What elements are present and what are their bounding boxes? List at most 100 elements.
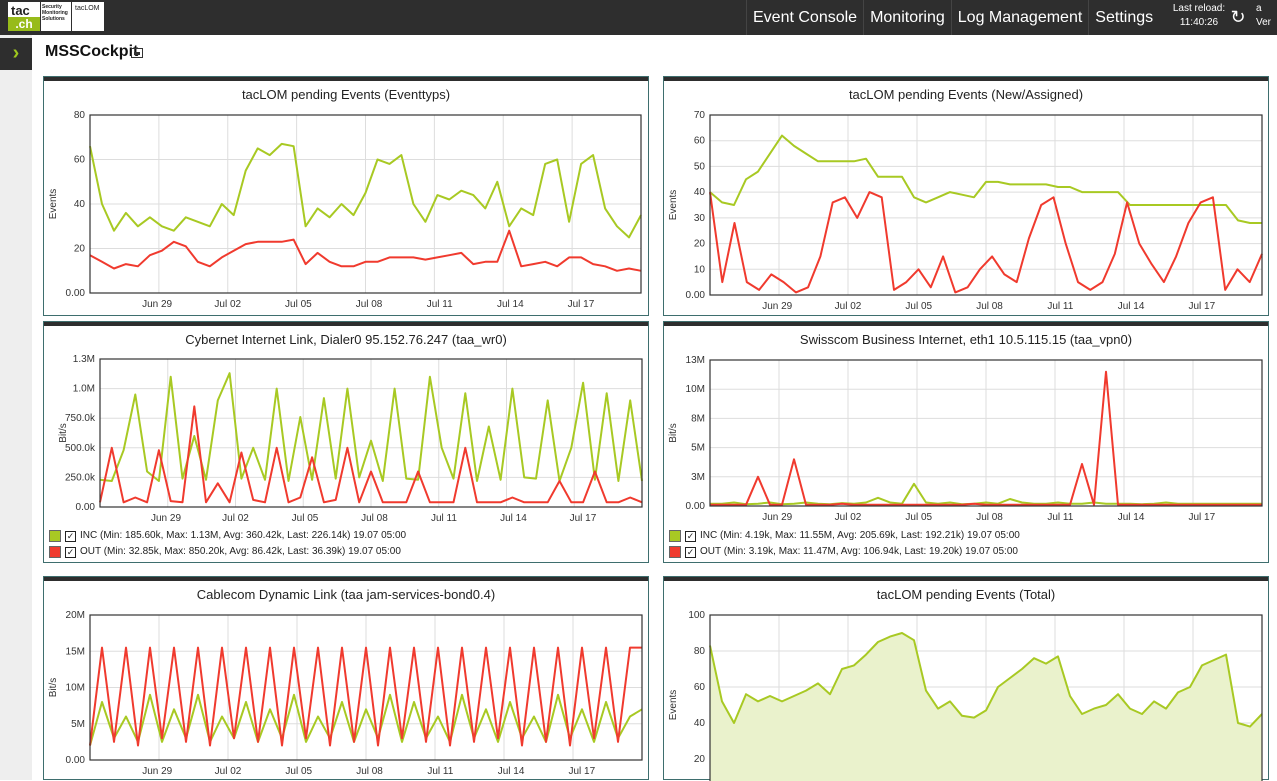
y-tick-label: 0.00 (686, 501, 706, 512)
legend-item-inc[interactable]: ✓ INC (Min: 4.19k, Max: 11.55M, Avg: 205… (669, 528, 1020, 544)
y-tick-label: 60 (694, 682, 706, 693)
sidebar-toggle-chevron-icon[interactable]: › (0, 38, 32, 70)
y-tick-label: 100 (688, 610, 705, 621)
legend-checkbox-out[interactable]: ✓ (685, 546, 696, 558)
last-reload-time: 11:40:26 (1179, 17, 1219, 28)
y-tick-label: 60 (74, 155, 86, 166)
panel-header-bar (44, 322, 648, 326)
x-tick-label: Jul 08 (356, 766, 383, 777)
x-tick-label: Jul 17 (1189, 301, 1216, 312)
last-reload-label: Last reload: (1172, 3, 1226, 14)
legend-checkbox-inc[interactable]: ✓ (685, 530, 696, 542)
x-tick-label: Jul 08 (976, 512, 1003, 523)
x-tick-label: Jun 29 (762, 301, 792, 312)
nav-log-management[interactable]: Log Management (950, 0, 1089, 35)
y-tick-label: 20 (694, 754, 706, 765)
y-tick-label: 20 (74, 244, 86, 255)
tac-logo[interactable]: tac .ch (8, 2, 40, 31)
x-tick-label: Jul 02 (835, 512, 862, 523)
plot-area-border (709, 114, 1263, 296)
chart-cybernet: 0.00 250.0k 500.0k 750.0k 1.0M 1.3M Jun 29 Jul … (58, 354, 643, 524)
x-tick-label: Jul 08 (976, 301, 1003, 312)
legend-item-inc[interactable]: ✓ INC (Min: 185.60k, Max: 1.13M, Avg: 36… (49, 528, 406, 544)
y-tick-label: 5M (71, 719, 85, 730)
x-tick-label: Jul 14 (497, 299, 524, 310)
panel-title: Cablecom Dynamic Link (taa jam-services-… (196, 587, 496, 602)
plot-area-border (99, 358, 643, 508)
y-tick-label: 13M (686, 355, 705, 366)
y-tick-label: 70 (694, 110, 706, 121)
nav-event-console[interactable]: Event Console (746, 0, 863, 35)
x-tick-label: Jul 14 (500, 513, 527, 524)
x-tick-label: Jul 02 (222, 513, 249, 524)
x-tick-label: Jul 14 (498, 766, 525, 777)
chart-swisscom: 0.00 3M 5M 8M 10M 13M Jun 29 Jul 02 Jul 05 Jul 08… (668, 355, 1263, 523)
tac-logo-top: tac (11, 3, 30, 18)
x-tick-label: Jun 29 (762, 512, 792, 523)
plot-area-border (89, 114, 642, 294)
x-tick-label: Jul 05 (905, 301, 932, 312)
y-tick-label: 500.0k (65, 443, 96, 454)
taclom-logo: tacLOM (72, 2, 104, 31)
top-bar: tac .ch Security Monitoring Solutions ta… (0, 0, 1277, 35)
x-tick-label: Jul 02 (835, 301, 862, 312)
y-tick-label: 1.3M (73, 354, 95, 365)
panel-title: tacLOM pending Events (Total) (876, 587, 1056, 602)
y-axis-label: Bit/s (58, 423, 69, 442)
y-tick-label: 0.00 (66, 288, 86, 299)
panel-title: Cybernet Internet Link, Dialer0 95.152.7… (185, 332, 507, 347)
image-icon[interactable] (131, 48, 143, 58)
nav-monitoring[interactable]: Monitoring (863, 0, 951, 35)
nav-settings[interactable]: Settings (1088, 0, 1159, 35)
chart-eventtyps: 0.00 20 40 60 80 Jun 29 Jul 02 Jul 05 Jul 08 Jul … (48, 110, 642, 310)
y-tick-label: 10 (694, 264, 706, 275)
y-tick-label: 15M (66, 646, 85, 657)
legend-text-inc: INC (Min: 185.60k, Max: 1.13M, Avg: 360.… (80, 530, 407, 541)
series-line (89, 646, 642, 747)
series-line (709, 191, 1263, 294)
series-line (709, 134, 1262, 224)
y-tick-label: 20M (66, 610, 85, 621)
legend-item-out[interactable]: ✓ OUT (Min: 32.85k, Max: 850.20k, Avg: 8… (49, 544, 406, 560)
y-tick-label: 40 (694, 187, 706, 198)
chart-new-assigned: 0.00 10 20 30 40 50 60 70 Jun 29 Jul 02 Jul 05 Jul … (668, 110, 1263, 312)
x-tick-label: Jul 11 (1047, 512, 1073, 523)
y-tick-label: 0.00 (686, 290, 706, 301)
user-info[interactable]: a Ver (1256, 2, 1271, 30)
legend-swatch-out (49, 546, 61, 558)
series-line (99, 405, 643, 504)
x-tick-label: Jun 29 (142, 766, 172, 777)
x-tick-label: Jul 05 (285, 766, 312, 777)
legend-checkbox-inc[interactable]: ✓ (65, 530, 76, 542)
tac-logo-bottom: .ch (8, 17, 40, 31)
panel-title: tacLOM pending Events (New/Assigned) (848, 87, 1084, 102)
user-info-line1: a (1256, 3, 1262, 14)
legend-cybernet: ✓ INC (Min: 185.60k, Max: 1.13M, Avg: 36… (49, 528, 406, 560)
series-line (710, 370, 1262, 506)
x-tick-label: Jul 14 (1118, 512, 1145, 523)
x-tick-label: Jul 11 (427, 766, 453, 777)
panel-cablecom: Cablecom Dynamic Link (taa jam-services-… (43, 576, 649, 780)
panel-title: tacLOM pending Events (Eventtyps) (241, 87, 451, 102)
y-tick-label: 40 (694, 718, 706, 729)
y-tick-label: 80 (694, 646, 706, 657)
legend-swisscom: ✓ INC (Min: 4.19k, Max: 11.55M, Avg: 205… (669, 528, 1020, 560)
legend-checkbox-out[interactable]: ✓ (65, 546, 76, 558)
legend-item-out[interactable]: ✓ OUT (Min: 3.19k, Max: 11.47M, Avg: 106… (669, 544, 1020, 560)
legend-swatch-inc (669, 530, 681, 542)
series-line (710, 482, 1262, 506)
page-title: MSSCockpit (45, 43, 139, 60)
x-tick-label: Jul 14 (1118, 301, 1145, 312)
y-tick-label: 60 (694, 136, 706, 147)
reload-icon[interactable]: ↻ (1230, 7, 1246, 27)
x-tick-label: Jul 17 (569, 766, 596, 777)
x-tick-label: Jun 29 (151, 513, 181, 524)
y-tick-label: 40 (74, 199, 86, 210)
panel-header-bar (664, 577, 1268, 581)
x-tick-label: Jul 05 (905, 512, 932, 523)
series-line (89, 229, 642, 272)
panel-cybernet: Cybernet Internet Link, Dialer0 95.152.7… (43, 321, 649, 563)
y-tick-label: 0.00 (66, 755, 86, 766)
plot-area-border (709, 359, 1263, 507)
plot-area-border (709, 614, 1263, 781)
